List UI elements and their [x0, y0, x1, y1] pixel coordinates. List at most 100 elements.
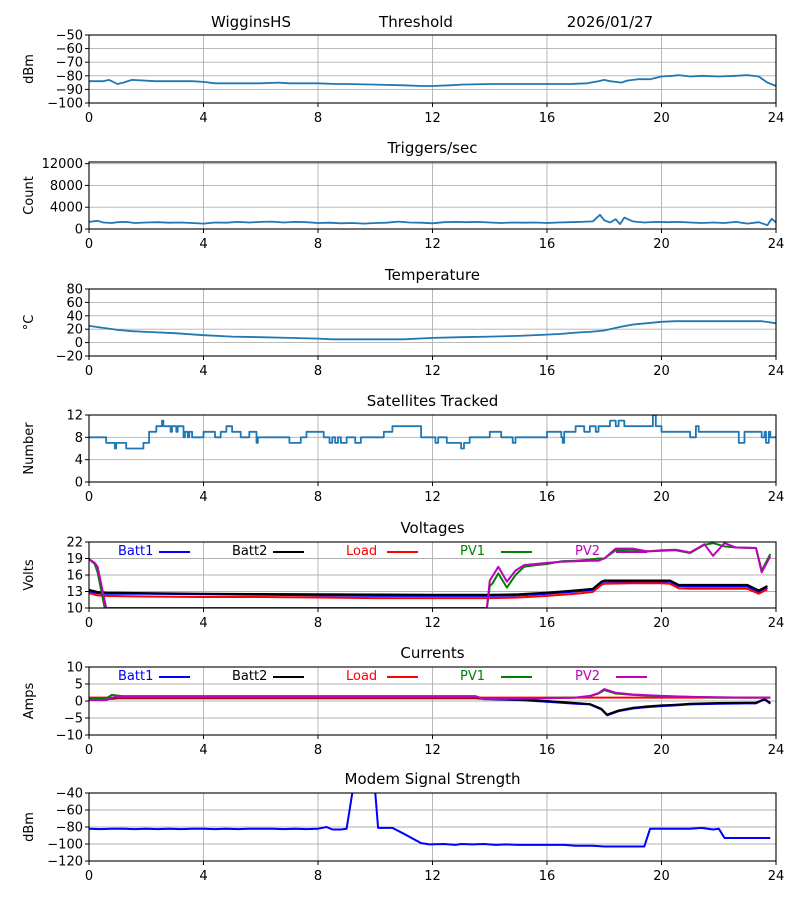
legend-label-batt1: Batt1: [118, 669, 153, 684]
x-tick-label: 8: [314, 364, 322, 379]
y-tick-label: 19: [66, 552, 83, 567]
series-line-batt2: [89, 579, 768, 596]
x-tick-label: 16: [539, 490, 556, 505]
y-tick-label: 0: [75, 476, 83, 491]
y-tick-label: 0: [75, 223, 83, 238]
chart-title: Modem Signal Strength: [345, 770, 521, 788]
legend-label-batt1: Batt1: [118, 544, 153, 559]
y-axis-label: °C: [22, 315, 37, 331]
series-line-threshold: [89, 74, 776, 87]
x-tick-label: 12: [424, 490, 441, 505]
x-tick-label: 20: [653, 111, 670, 126]
series-line-pv2: [89, 688, 771, 701]
legend-label-pv1: PV1: [460, 669, 485, 684]
chart-title: Currents: [400, 644, 464, 662]
series-line-temperature: [89, 320, 776, 341]
x-tick-label: 8: [314, 237, 322, 252]
chart-title: Triggers/sec: [387, 139, 478, 157]
y-tick-label: −80: [56, 69, 83, 84]
legend-label-batt2: Batt2: [232, 669, 267, 684]
x-tick-label: 20: [653, 616, 670, 631]
x-tick-label: 4: [199, 743, 207, 758]
y-tick-label: −80: [56, 821, 83, 836]
chart-threshold: 0 4 8 12 16 20 24 −100−90−80−70−60−50 dBm: [22, 29, 784, 127]
y-axis-label: dBm: [22, 812, 37, 842]
x-tick-label: 20: [653, 237, 670, 252]
x-tick-label: 24: [768, 869, 785, 884]
chart-title: Satellites Tracked: [367, 392, 498, 410]
y-tick-label: −10: [56, 729, 83, 744]
x-tick-label: 24: [768, 237, 785, 252]
x-tick-label: 4: [199, 616, 207, 631]
y-tick-label: 80: [66, 283, 83, 298]
chart-title: Voltages: [400, 519, 464, 537]
y-tick-label: 0: [75, 336, 83, 351]
y-tick-label: −120: [47, 855, 83, 870]
y-tick-label: 8000: [50, 179, 83, 194]
header-station: WigginsHS: [211, 13, 291, 31]
y-axis-label: dBm: [22, 54, 37, 84]
x-tick-label: 24: [768, 364, 785, 379]
header-mode: Threshold: [378, 13, 453, 31]
y-tick-label: 10: [66, 602, 83, 617]
x-tick-label: 0: [85, 490, 93, 505]
y-tick-label: 13: [66, 585, 83, 600]
x-tick-label: 24: [768, 743, 785, 758]
x-tick-label: 20: [653, 490, 670, 505]
x-tick-label: 4: [199, 364, 207, 379]
y-axis-label: Amps: [22, 682, 37, 719]
legend: Batt1 Batt2 Load PV1 PV2: [118, 669, 647, 684]
chart-satellites: 0 4 8 12 16 20 24 0 4 8 12 Satellites Tracked Number: [22, 392, 784, 505]
x-tick-label: 0: [85, 616, 93, 631]
series-line-satellites: [89, 415, 776, 450]
x-tick-label: 12: [424, 364, 441, 379]
y-tick-label: −70: [56, 56, 83, 71]
y-tick-label: −100: [47, 97, 83, 112]
x-tick-label: 4: [199, 869, 207, 884]
series-line-pv2: [89, 542, 772, 608]
y-tick-label: 4: [75, 453, 83, 468]
y-axis-label: Count: [22, 176, 37, 215]
y-tick-label: 12: [66, 409, 83, 424]
y-tick-label: −20: [56, 350, 83, 365]
y-tick-label: 0: [75, 695, 83, 710]
chart-modem: 0 4 8 12 16 20 24 −120 −100 −80 −60 −40 Modem Signal…: [22, 770, 784, 884]
y-tick-label: 10: [66, 661, 83, 676]
x-tick-label: 16: [539, 743, 556, 758]
x-tick-label: 4: [199, 490, 207, 505]
x-tick-label: 12: [424, 111, 441, 126]
x-tick-label: 20: [653, 743, 670, 758]
x-tick-label: 0: [85, 364, 93, 379]
series-line-triggers: [89, 213, 776, 227]
legend-label-pv2: PV2: [575, 669, 600, 684]
y-tick-label: 22: [66, 536, 83, 551]
y-axis-label: Volts: [22, 559, 37, 591]
x-tick-label: 12: [424, 743, 441, 758]
x-tick-label: 24: [768, 616, 785, 631]
x-tick-label: 16: [539, 364, 556, 379]
x-tick-label: 8: [314, 743, 322, 758]
y-tick-label: −100: [47, 838, 83, 853]
series-line-load: [89, 582, 768, 600]
legend: Batt1 Batt2 Load PV1 PV2: [118, 544, 647, 559]
x-tick-label: 24: [768, 111, 785, 126]
x-tick-label: 0: [85, 111, 93, 126]
x-tick-label: 8: [314, 869, 322, 884]
x-tick-label: 24: [768, 490, 785, 505]
x-tick-label: 16: [539, 616, 556, 631]
x-tick-label: 12: [424, 616, 441, 631]
x-tick-label: 8: [314, 490, 322, 505]
y-tick-label: 16: [66, 569, 83, 584]
x-tick-label: 16: [539, 111, 556, 126]
y-tick-label: 5: [75, 678, 83, 693]
legend-label-load: Load: [346, 669, 377, 684]
x-tick-label: 0: [85, 869, 93, 884]
y-tick-label: 20: [66, 323, 83, 338]
legend-label-pv2: PV2: [575, 544, 600, 559]
y-tick-label: −5: [64, 712, 83, 727]
y-tick-label: 40: [66, 309, 83, 324]
y-tick-label: −90: [56, 83, 83, 98]
